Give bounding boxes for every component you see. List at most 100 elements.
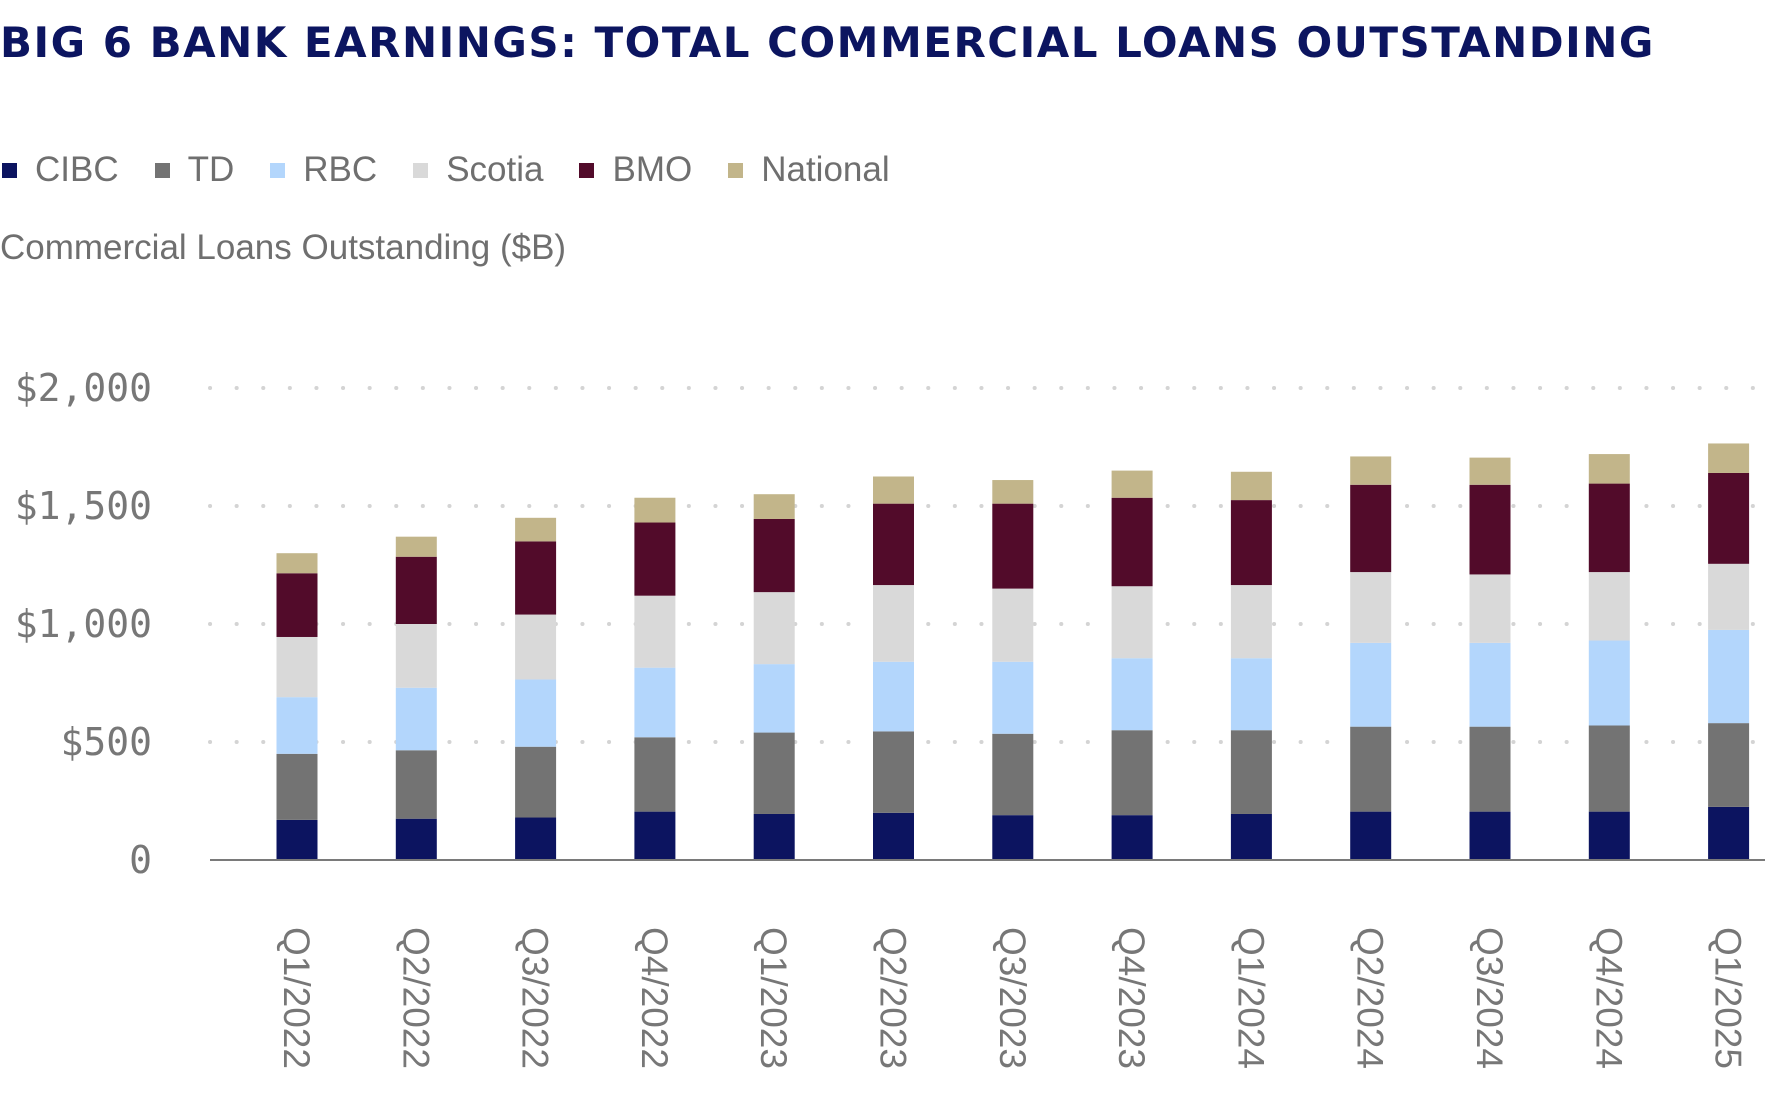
legend-label-scotia: Scotia bbox=[446, 150, 544, 189]
bar-segment-td bbox=[395, 750, 437, 819]
x-tick-label: Q1/2025 bbox=[1708, 927, 1749, 1069]
bar-segment-scotia bbox=[1350, 572, 1392, 643]
y-tick-label: $500 bbox=[60, 720, 152, 764]
bar-segment-scotia bbox=[515, 614, 557, 680]
y-tick-label: $1,000 bbox=[15, 602, 152, 646]
bar-segment-rbc bbox=[873, 661, 914, 732]
legend-item-scotia: Scotia bbox=[413, 150, 543, 190]
bar-segment-rbc bbox=[1588, 640, 1630, 726]
bar-segment-bmo bbox=[1708, 472, 1750, 564]
x-tick-label: Q3/2024 bbox=[1469, 927, 1510, 1069]
bar-segment-national bbox=[395, 536, 437, 557]
bar-segment-td bbox=[1708, 723, 1750, 807]
bar-segment-scotia bbox=[873, 585, 914, 662]
bar-segment-rbc bbox=[1350, 642, 1392, 727]
bar-segment-national bbox=[1111, 470, 1153, 498]
bar-segment-td bbox=[1350, 726, 1392, 812]
legend-swatch-cibc bbox=[2, 162, 17, 178]
bar-segment-scotia bbox=[1588, 572, 1630, 641]
bar-segment-scotia bbox=[1230, 585, 1272, 659]
legend-item-national: National bbox=[728, 150, 890, 190]
bar-segment-td bbox=[1111, 730, 1153, 816]
bar-segment-cibc bbox=[1111, 815, 1153, 860]
bar-segment-cibc bbox=[1469, 811, 1511, 860]
chart-title: BIG 6 BANK EARNINGS: TOTAL COMMERCIAL LO… bbox=[0, 18, 1655, 67]
bar-segment-td bbox=[1469, 726, 1511, 812]
legend-swatch-td bbox=[154, 162, 170, 178]
legend-swatch-scotia bbox=[413, 162, 429, 178]
bar-segment-cibc bbox=[873, 812, 914, 860]
legend-label-rbc: RBC bbox=[303, 150, 378, 189]
bar-segment-td bbox=[634, 737, 676, 812]
bar-segment-national bbox=[1350, 456, 1392, 485]
x-tick-label: Q1/2022 bbox=[276, 927, 317, 1069]
legend-swatch-national bbox=[728, 162, 744, 178]
bar-segment-cibc bbox=[992, 815, 1034, 860]
bar-segment-bmo bbox=[1111, 497, 1153, 587]
bar-segment-scotia bbox=[276, 636, 318, 698]
bar-segment-td bbox=[1588, 725, 1630, 812]
bar-segment-rbc bbox=[1111, 658, 1153, 731]
bar-segment-rbc bbox=[395, 687, 437, 751]
legend-item-rbc: RBC bbox=[270, 150, 377, 190]
bar-segment-national bbox=[992, 480, 1034, 504]
bar-segment-scotia bbox=[395, 624, 437, 688]
bar-segment-rbc bbox=[753, 664, 795, 733]
bar-segment-national bbox=[515, 517, 557, 542]
bar-segment-rbc bbox=[634, 667, 676, 738]
bar-segment-bmo bbox=[992, 503, 1034, 589]
bar-segment-rbc bbox=[515, 679, 557, 747]
bar-segment-cibc bbox=[395, 818, 437, 860]
bar-segment-td bbox=[515, 746, 557, 818]
bar-segment-rbc bbox=[1230, 658, 1272, 731]
bar-segment-cibc bbox=[1588, 811, 1630, 860]
bar-segment-td bbox=[276, 753, 318, 820]
x-tick-label: Q2/2024 bbox=[1350, 927, 1391, 1069]
bar-segment-bmo bbox=[1350, 484, 1392, 573]
bar-segment-td bbox=[992, 733, 1034, 816]
bar-segment-rbc bbox=[992, 661, 1034, 734]
bar-segment-td bbox=[753, 732, 795, 814]
x-tick-label: Q4/2022 bbox=[634, 927, 675, 1069]
bar-segment-cibc bbox=[634, 811, 676, 860]
bar-segment-bmo bbox=[276, 573, 318, 637]
x-tick-label: Q3/2022 bbox=[515, 927, 556, 1069]
bar-segment-bmo bbox=[753, 518, 795, 593]
bar-segment-bmo bbox=[395, 556, 437, 624]
bar-segment-national bbox=[873, 476, 914, 504]
bar-segment-rbc bbox=[1708, 629, 1750, 724]
x-tick-label: Q4/2024 bbox=[1588, 927, 1629, 1069]
bar-segment-bmo bbox=[634, 522, 676, 596]
bar-segment-td bbox=[873, 731, 914, 813]
bar-segment-cibc bbox=[276, 819, 318, 860]
bar-segment-rbc bbox=[1469, 642, 1511, 727]
legend-label-bmo: BMO bbox=[612, 150, 693, 189]
bar-segment-national bbox=[753, 494, 795, 519]
bar-segment-national bbox=[1588, 454, 1630, 484]
bar-segment-national bbox=[1230, 471, 1272, 501]
legend-label-cibc: CIBC bbox=[35, 150, 119, 189]
bar-segment-scotia bbox=[753, 592, 795, 665]
bar-segment-national bbox=[1469, 457, 1511, 485]
legend-item-cibc: CIBC bbox=[2, 150, 119, 190]
bar-segment-bmo bbox=[873, 503, 914, 586]
bar-segment-national bbox=[1708, 443, 1750, 473]
bar-segment-bmo bbox=[515, 541, 557, 615]
bar-segment-rbc bbox=[276, 697, 318, 754]
x-tick-label: Q2/2023 bbox=[873, 927, 914, 1069]
x-tick-label: Q1/2024 bbox=[1230, 927, 1271, 1069]
bar-segment-scotia bbox=[1469, 574, 1511, 643]
bar-segment-cibc bbox=[1230, 813, 1272, 860]
y-tick-label: $2,000 bbox=[15, 366, 152, 410]
x-tick-label: Q3/2023 bbox=[992, 927, 1033, 1069]
bar-segment-bmo bbox=[1469, 484, 1511, 575]
legend-item-td: TD bbox=[154, 150, 234, 190]
bar-segment-scotia bbox=[1708, 563, 1750, 630]
bar-segment-td bbox=[1230, 730, 1272, 814]
bar-segment-cibc bbox=[1350, 811, 1392, 860]
x-tick-label: Q4/2023 bbox=[1111, 927, 1152, 1069]
bar-segment-bmo bbox=[1230, 500, 1272, 586]
y-tick-label: 0 bbox=[129, 838, 152, 882]
y-axis-title: Commercial Loans Outstanding ($B) bbox=[0, 228, 567, 267]
